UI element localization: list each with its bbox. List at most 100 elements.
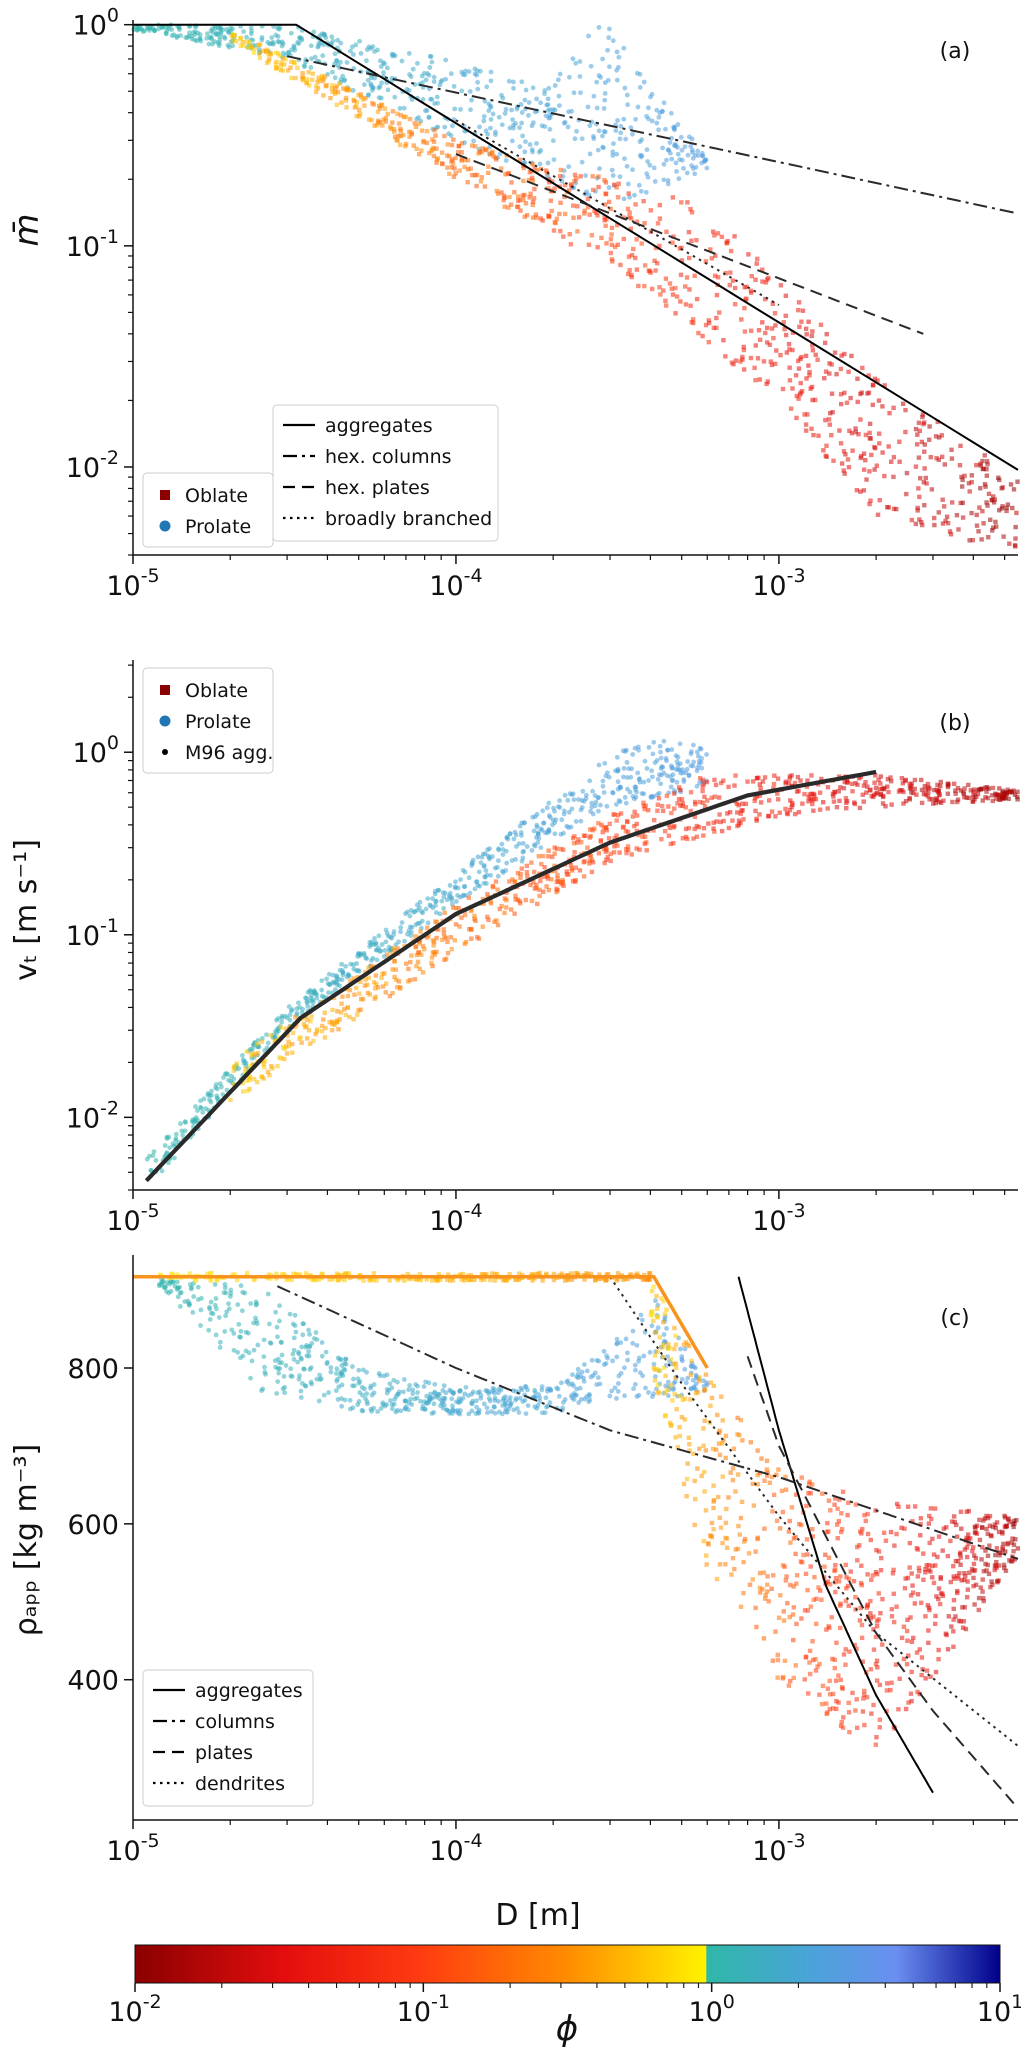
scatter-point bbox=[732, 234, 737, 239]
scatter-point bbox=[334, 1019, 340, 1025]
scatter-point bbox=[689, 1358, 694, 1364]
scatter-point bbox=[673, 1333, 678, 1338]
scatter-point bbox=[180, 1132, 186, 1138]
scatter-point bbox=[673, 141, 678, 147]
scatter-point bbox=[521, 165, 526, 171]
scatter-point bbox=[374, 123, 380, 128]
scatter-point bbox=[426, 1380, 432, 1386]
scatter-point bbox=[517, 1271, 522, 1276]
scatter-point bbox=[522, 97, 528, 103]
scatter-point bbox=[752, 365, 757, 371]
scatter-point bbox=[930, 1575, 935, 1580]
scatter-point bbox=[993, 792, 999, 798]
scatter-point bbox=[518, 871, 523, 877]
scatter-point bbox=[869, 1577, 874, 1583]
scatter-point bbox=[339, 100, 344, 105]
legend-label: M96 agg. bbox=[185, 742, 273, 764]
scatter-point bbox=[488, 125, 493, 131]
scatter-point bbox=[553, 817, 559, 823]
scatter-point bbox=[874, 463, 879, 468]
scatter-point bbox=[590, 174, 595, 179]
scatter-point bbox=[641, 79, 647, 85]
scatter-point bbox=[984, 1568, 989, 1573]
scatter-point bbox=[266, 1272, 272, 1277]
scatter-point bbox=[613, 128, 619, 133]
scatter-point bbox=[1000, 1547, 1005, 1552]
scatter-point bbox=[292, 60, 297, 65]
scatter-point bbox=[664, 793, 670, 799]
scatter-point bbox=[405, 979, 411, 984]
scatter-point bbox=[601, 825, 607, 831]
scatter-point bbox=[217, 1344, 223, 1350]
scatter-point bbox=[924, 481, 929, 486]
scatter-point bbox=[481, 114, 487, 119]
scatter-point bbox=[403, 141, 409, 147]
scatter-point bbox=[357, 111, 363, 117]
scatter-point bbox=[858, 417, 863, 422]
panel-label: (c) bbox=[940, 1306, 969, 1331]
scatter-point bbox=[585, 196, 591, 202]
colorbar-tick-label: 10-1 bbox=[397, 1991, 450, 2028]
scatter-point bbox=[351, 1376, 356, 1382]
scatter-point bbox=[796, 396, 801, 401]
scatter-point bbox=[811, 1597, 817, 1603]
scatter-point bbox=[431, 943, 436, 948]
scatter-point bbox=[732, 302, 738, 307]
scatter-point bbox=[499, 122, 505, 128]
scatter-point bbox=[364, 1399, 370, 1404]
scatter-point bbox=[922, 466, 927, 471]
scatter-point bbox=[886, 789, 891, 795]
scatter-point bbox=[209, 1088, 214, 1094]
scatter-point bbox=[527, 142, 533, 147]
scatter-point bbox=[843, 796, 849, 801]
scatter-point bbox=[358, 94, 364, 100]
scatter-point bbox=[419, 952, 424, 958]
scatter-point bbox=[363, 96, 368, 101]
scatter-point bbox=[624, 1350, 630, 1356]
scatter-point bbox=[730, 818, 735, 823]
legend-label: Oblate bbox=[185, 680, 248, 702]
scatter-point bbox=[839, 1527, 845, 1532]
scatter-point bbox=[695, 148, 701, 154]
scatter-point bbox=[579, 136, 585, 142]
scatter-point bbox=[538, 878, 543, 884]
scatter-point bbox=[474, 1404, 480, 1410]
scatter-point bbox=[846, 369, 851, 375]
scatter-point bbox=[868, 498, 873, 503]
scatter-point bbox=[978, 1585, 983, 1590]
scatter-point bbox=[753, 277, 758, 282]
scatter-point bbox=[727, 282, 732, 288]
scatter-point bbox=[384, 1372, 390, 1378]
scatter-point bbox=[761, 1636, 767, 1641]
scatter-point bbox=[345, 1005, 350, 1010]
scatter-point bbox=[632, 1381, 638, 1387]
scatter-point bbox=[638, 1312, 644, 1318]
scatter-point bbox=[880, 450, 885, 455]
scatter-point bbox=[407, 116, 413, 122]
scatter-point bbox=[174, 1287, 180, 1292]
scatter-point bbox=[362, 983, 368, 988]
scatter-point bbox=[969, 1566, 975, 1572]
scatter-point bbox=[661, 100, 667, 106]
scatter-point bbox=[385, 952, 390, 958]
scatter-point bbox=[623, 1336, 629, 1342]
scatter-point bbox=[334, 982, 340, 988]
scatter-point bbox=[248, 1301, 254, 1306]
scatter-point bbox=[231, 1076, 237, 1082]
scatter-point bbox=[755, 256, 760, 262]
scatter-point bbox=[559, 1271, 564, 1276]
scatter-point bbox=[144, 1156, 150, 1162]
scatter-point bbox=[517, 823, 523, 829]
x-tick-label: 10-4 bbox=[429, 1200, 482, 1237]
scatter-point bbox=[380, 984, 386, 989]
scatter-point bbox=[780, 386, 786, 392]
scatter-point bbox=[945, 1553, 951, 1559]
scatter-point bbox=[686, 229, 692, 235]
scatter-point bbox=[951, 1606, 956, 1612]
scatter-point bbox=[221, 34, 227, 40]
scatter-point bbox=[621, 824, 626, 829]
scatter-point bbox=[864, 790, 869, 795]
scatter-point bbox=[675, 122, 681, 127]
scatter-point bbox=[419, 918, 425, 924]
scatter-point bbox=[558, 167, 563, 173]
